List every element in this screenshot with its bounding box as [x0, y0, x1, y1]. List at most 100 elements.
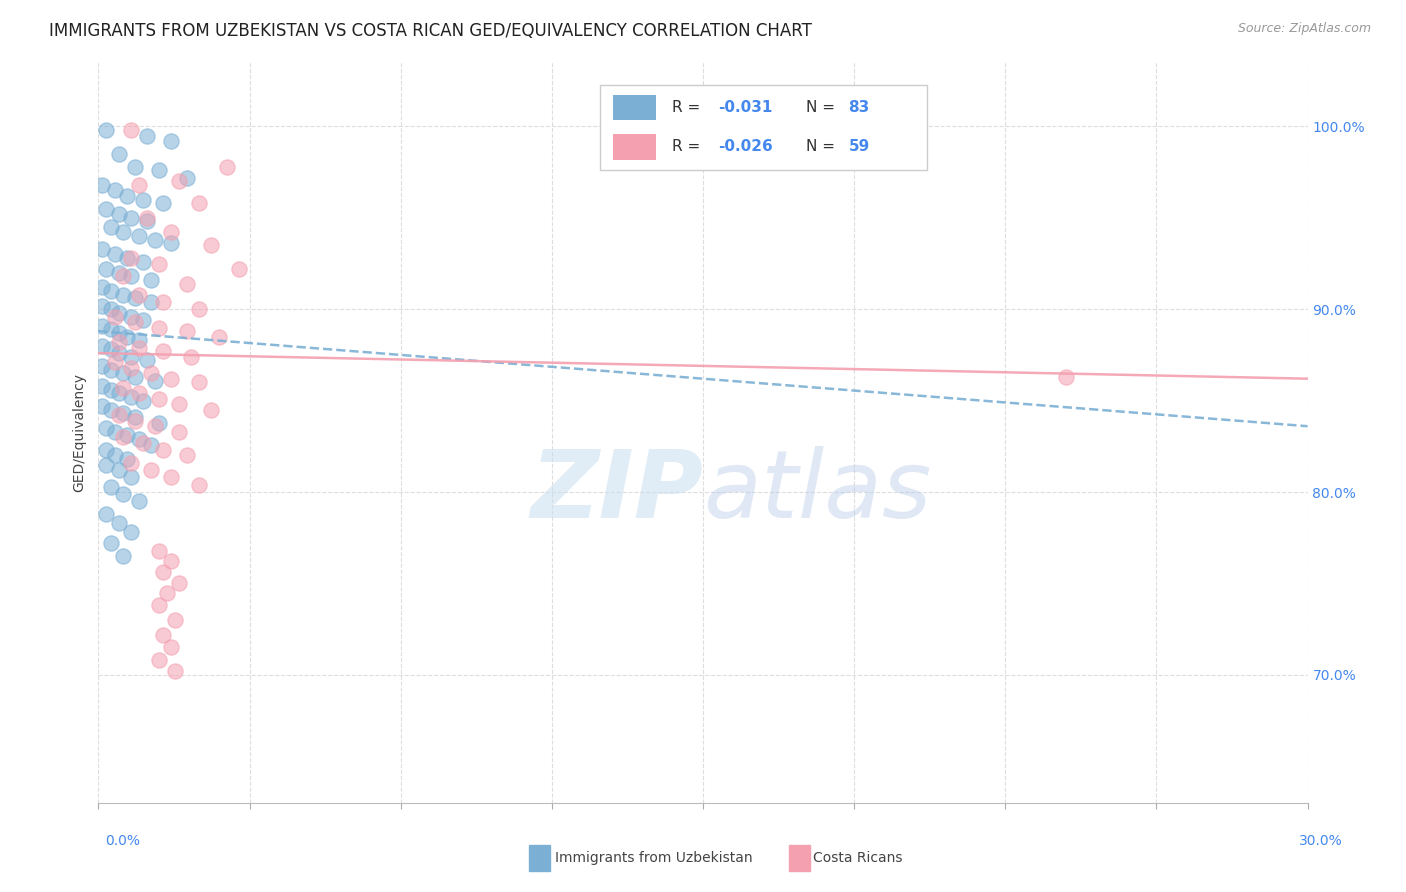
Point: [115, 189, 138, 203]
Point: [107, 207, 129, 221]
Point: [132, 193, 155, 207]
Point: [96, 442, 118, 457]
Point: [128, 494, 150, 508]
Point: [135, 353, 157, 368]
Point: [152, 566, 174, 580]
Point: [160, 134, 183, 148]
Point: [100, 302, 122, 317]
Point: [103, 310, 125, 324]
Point: [96, 262, 118, 277]
Point: [107, 335, 129, 350]
Point: [115, 251, 138, 265]
Point: [128, 432, 150, 446]
Point: [111, 366, 134, 380]
Point: [128, 334, 150, 348]
Point: [167, 425, 190, 439]
Point: [132, 435, 155, 450]
Point: [160, 640, 183, 655]
Point: [128, 287, 150, 301]
Point: [107, 346, 129, 360]
Point: [128, 386, 150, 401]
Point: [132, 313, 155, 327]
Point: [124, 369, 146, 384]
Point: [143, 419, 166, 434]
Point: [100, 536, 122, 550]
Point: [139, 437, 162, 451]
Point: [152, 627, 174, 641]
Point: [139, 463, 162, 477]
Point: [148, 416, 170, 430]
Point: [148, 543, 170, 558]
Point: [128, 341, 150, 355]
Point: [100, 343, 122, 357]
Text: Source: ZipAtlas.com: Source: ZipAtlas.com: [1237, 22, 1371, 36]
Point: [160, 372, 183, 386]
Point: [100, 383, 122, 397]
Point: [139, 273, 162, 287]
Point: [100, 479, 122, 493]
Point: [148, 256, 170, 270]
Point: [160, 554, 183, 568]
Text: Immigrants from Uzbekistan: Immigrants from Uzbekistan: [555, 851, 754, 865]
Point: [200, 238, 222, 252]
Point: [163, 664, 186, 678]
Point: [148, 163, 170, 178]
Point: [103, 449, 125, 463]
Point: [91, 178, 114, 192]
Point: [107, 409, 129, 423]
Point: [132, 393, 155, 408]
Text: atlas: atlas: [703, 446, 931, 537]
Point: [176, 170, 198, 185]
Point: [100, 322, 122, 336]
Point: [152, 294, 174, 309]
Text: Costa Ricans: Costa Ricans: [813, 851, 903, 865]
Point: [96, 458, 118, 472]
Text: IMMIGRANTS FROM UZBEKISTAN VS COSTA RICAN GED/EQUIVALENCY CORRELATION CHART: IMMIGRANTS FROM UZBEKISTAN VS COSTA RICA…: [49, 22, 813, 40]
Point: [100, 284, 122, 298]
Point: [148, 320, 170, 334]
Point: [152, 344, 174, 359]
Point: [156, 585, 179, 599]
Point: [124, 160, 146, 174]
Point: [139, 294, 162, 309]
Point: [152, 196, 174, 211]
Point: [176, 449, 198, 463]
Point: [111, 269, 134, 284]
Point: [135, 128, 157, 143]
Point: [188, 302, 211, 317]
Point: [160, 470, 183, 484]
Point: [167, 397, 190, 411]
Point: [91, 318, 114, 333]
Point: [120, 456, 142, 470]
Point: [120, 525, 142, 540]
Point: [120, 390, 142, 404]
Point: [111, 226, 134, 240]
Point: [163, 613, 186, 627]
Point: [208, 329, 231, 343]
Point: [107, 516, 129, 530]
Point: [148, 653, 170, 667]
Point: [115, 452, 138, 467]
Point: [103, 183, 125, 197]
Point: [91, 299, 114, 313]
Point: [124, 315, 146, 329]
Point: [107, 266, 129, 280]
Point: [120, 350, 142, 364]
Point: [120, 360, 142, 375]
Point: [107, 463, 129, 477]
Point: [91, 280, 114, 294]
Point: [143, 374, 166, 388]
Point: [91, 359, 114, 373]
Text: ZIP: ZIP: [530, 446, 703, 538]
Point: [96, 123, 118, 137]
Point: [107, 146, 129, 161]
Point: [120, 310, 142, 324]
Point: [135, 211, 157, 225]
Point: [124, 414, 146, 428]
Point: [148, 392, 170, 406]
Point: [100, 219, 122, 234]
Point: [100, 402, 122, 417]
Point: [91, 242, 114, 256]
Point: [96, 507, 118, 521]
Point: [107, 326, 129, 340]
